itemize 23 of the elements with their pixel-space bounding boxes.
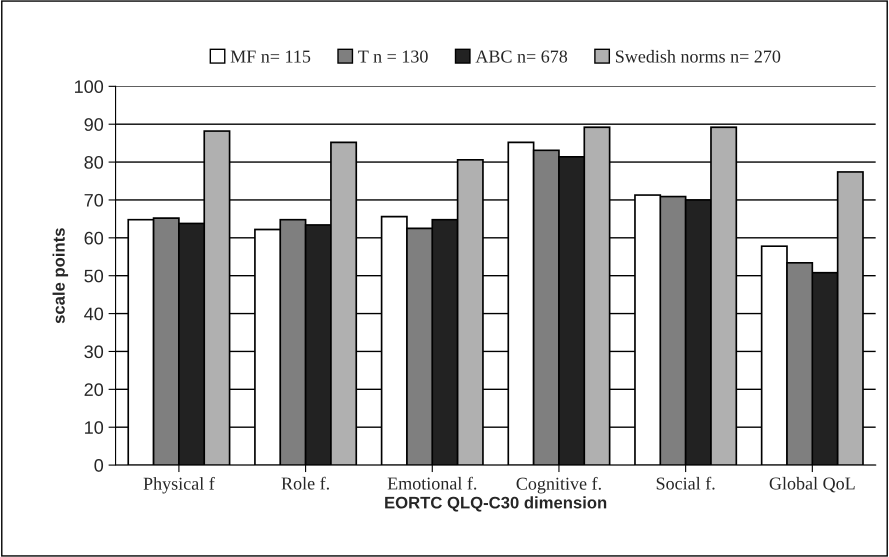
legend-label: Swedish norms n= 270 [616,50,780,63]
y-tick-label: 90 [84,118,104,131]
y-tick-label: 20 [84,383,104,396]
y-tick-label: 60 [84,232,104,245]
y-tick-label: 80 [84,156,104,169]
y-tick-label: 70 [84,194,104,207]
legend-label: MF n= 115 [230,50,310,63]
x-axis-title: EORTC QLQ-C30 dimension [385,496,606,512]
x-tick-label: Social f. [656,476,715,490]
y-axis-title: scale points [52,228,68,324]
y-tick-label: 30 [84,345,104,358]
x-tick-label: Cognitive f. [516,476,601,494]
legend-label: ABC n= 678 [476,50,568,63]
x-tick-label: Role f. [282,476,329,490]
x-tick-label: Physical f [144,476,215,494]
legend-label: T n = 130 [358,50,428,63]
x-tick-label: Emotional f. [388,476,476,490]
x-tick-label: Global QoL [770,476,855,492]
y-tick-label: 50 [84,270,104,282]
y-tick-label: 0 [94,459,104,472]
y-tick-label: 100 [75,80,104,94]
y-tick-label: 10 [85,421,104,434]
y-tick-label: 40 [84,308,104,320]
